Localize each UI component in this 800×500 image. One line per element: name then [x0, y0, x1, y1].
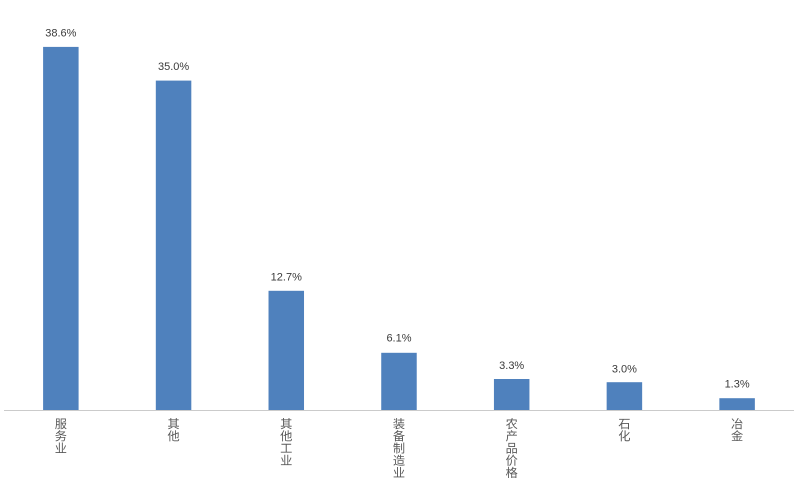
svg-text:12.7%: 12.7% — [271, 272, 302, 284]
svg-text:38.6%: 38.6% — [45, 28, 76, 40]
svg-text:6.1%: 6.1% — [386, 333, 411, 345]
svg-text:35.0%: 35.0% — [158, 61, 189, 73]
svg-text:3.3%: 3.3% — [499, 360, 524, 372]
svg-text:3.0%: 3.0% — [612, 364, 637, 376]
svg-text:1.3%: 1.3% — [725, 379, 750, 391]
